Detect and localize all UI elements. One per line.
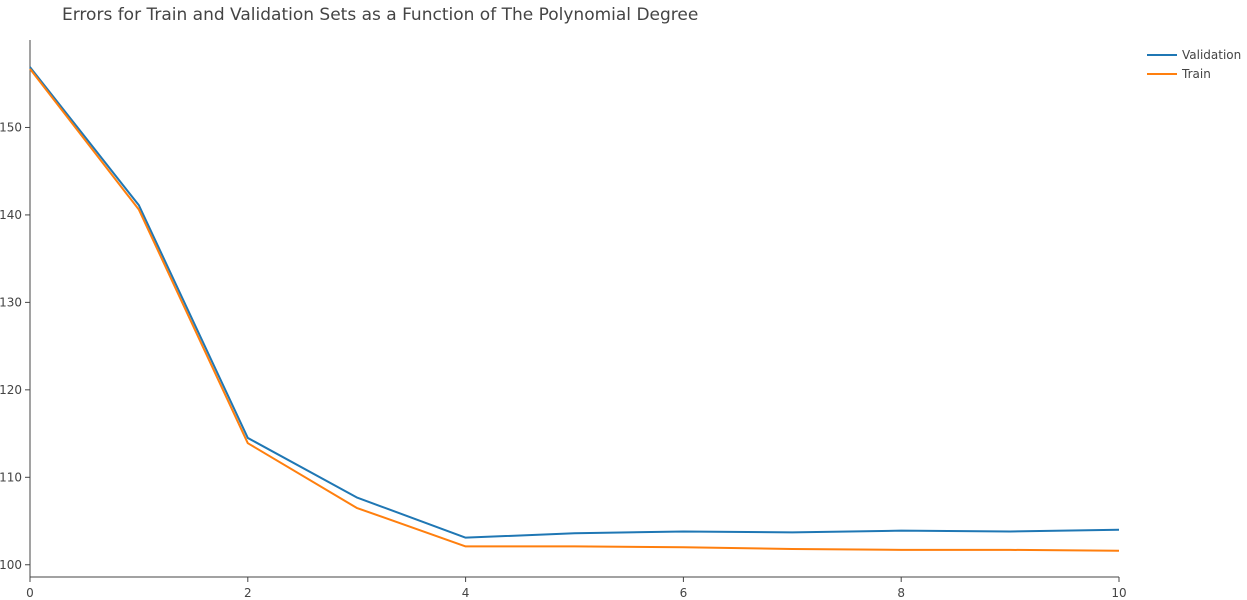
y-tick-label: 140: [0, 208, 22, 222]
x-tick-label: 4: [462, 586, 470, 600]
x-axis-ticks: 0 2 4 6 8 10: [26, 577, 1127, 600]
legend-item-train[interactable]: Train: [1147, 67, 1211, 81]
y-tick-label: 110: [0, 470, 22, 484]
legend-label: Validation: [1182, 48, 1241, 62]
series-line-train: [29, 68, 1120, 552]
legend-label: Train: [1181, 67, 1211, 81]
axes: [29, 40, 1119, 578]
x-tick-label: 2: [244, 586, 252, 600]
legend-item-validation[interactable]: Validation: [1147, 48, 1241, 62]
y-tick-label: 120: [0, 383, 22, 397]
y-tick-label: 130: [0, 295, 22, 309]
x-tick-label: 8: [897, 586, 905, 600]
y-axis-ticks: 100 110 120 130 140 150: [0, 120, 30, 572]
y-tick-label: 100: [0, 558, 22, 572]
x-tick-label: 6: [680, 586, 688, 600]
y-tick-label: 150: [0, 120, 22, 134]
x-tick-label: 0: [26, 586, 34, 600]
legend: Validation Train: [1147, 48, 1241, 81]
series-group: [29, 66, 1120, 552]
x-tick-label: 10: [1111, 586, 1126, 600]
chart-title: Errors for Train and Validation Sets as …: [62, 5, 698, 25]
series-line-validation: [29, 66, 1120, 539]
